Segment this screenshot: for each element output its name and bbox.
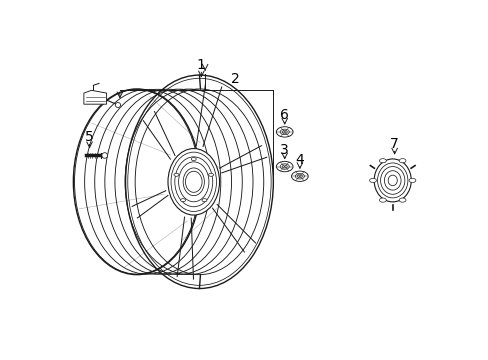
Ellipse shape — [102, 153, 107, 158]
Text: 6: 6 — [280, 108, 288, 122]
Polygon shape — [84, 90, 106, 104]
Text: 5: 5 — [85, 130, 94, 144]
Ellipse shape — [185, 171, 202, 192]
Text: 7: 7 — [389, 138, 398, 151]
Ellipse shape — [408, 178, 415, 183]
Ellipse shape — [379, 198, 386, 202]
Ellipse shape — [180, 199, 185, 202]
Ellipse shape — [168, 149, 219, 215]
Ellipse shape — [276, 127, 292, 137]
Text: 2: 2 — [231, 72, 239, 86]
Ellipse shape — [174, 173, 179, 176]
Ellipse shape — [369, 178, 376, 183]
Ellipse shape — [191, 158, 196, 161]
Ellipse shape — [379, 159, 386, 163]
Text: 3: 3 — [280, 143, 288, 157]
Ellipse shape — [276, 161, 292, 172]
Ellipse shape — [398, 159, 405, 163]
Ellipse shape — [398, 198, 405, 202]
Text: 4: 4 — [295, 153, 304, 167]
Ellipse shape — [208, 173, 213, 176]
Ellipse shape — [291, 171, 307, 181]
Ellipse shape — [115, 103, 121, 108]
Ellipse shape — [373, 159, 410, 202]
Text: 1: 1 — [197, 58, 205, 72]
Ellipse shape — [202, 199, 206, 202]
